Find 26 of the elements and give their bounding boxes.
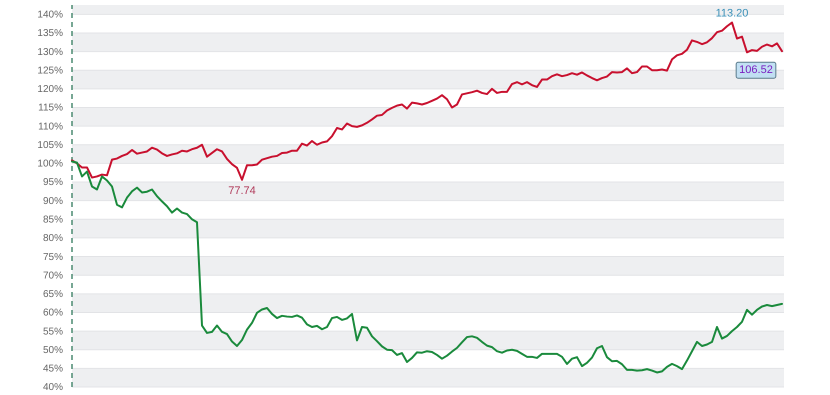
- y-tick-label: 45%: [42, 364, 64, 375]
- y-tick-label: 105%: [37, 140, 64, 151]
- y-tick-label: 135%: [37, 28, 64, 40]
- y-tick-label: 85%: [42, 214, 64, 226]
- y-tick-label: 125%: [37, 65, 64, 76]
- y-tick-label: 65%: [42, 289, 64, 300]
- y-tick-label: 75%: [42, 252, 64, 263]
- y-tick-label: 80%: [42, 233, 64, 244]
- y-tick-label: 115%: [38, 102, 64, 114]
- annotation: 77.74: [228, 184, 256, 197]
- y-tick-label: 70%: [42, 270, 64, 282]
- y-tick-label: 110%: [38, 121, 64, 132]
- y-tick-label: 130%: [37, 46, 64, 58]
- line-series: [71, 160, 783, 374]
- annotation: 113.20: [716, 8, 748, 20]
- y-tick-label: 50%: [42, 344, 64, 356]
- y-tick-label: 140%: [37, 10, 64, 21]
- y-tick-label: 120%: [37, 84, 64, 96]
- y-tick-label: 100%: [37, 158, 64, 170]
- y-tick-label: 40%: [42, 382, 64, 394]
- annotation: 106.52: [739, 64, 773, 76]
- line-series: [71, 22, 783, 181]
- y-tick-label: 90%: [42, 196, 64, 207]
- y-tick-label: 55%: [42, 326, 64, 338]
- y-tick-label: 60%: [42, 308, 64, 319]
- y-tick-label: 95%: [42, 177, 64, 188]
